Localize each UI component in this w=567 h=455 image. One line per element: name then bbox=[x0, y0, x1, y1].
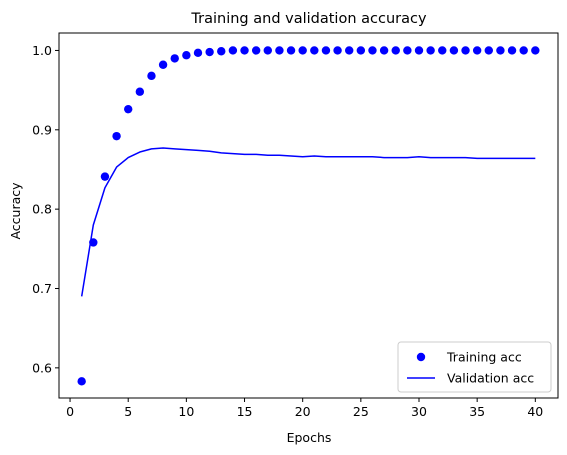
training-acc-point bbox=[472, 46, 482, 55]
y-tick-label: 0.6 bbox=[32, 360, 52, 375]
training-acc-point bbox=[251, 46, 261, 55]
training-acc-point bbox=[426, 46, 435, 55]
legend-marker-swatch bbox=[416, 352, 426, 362]
training-acc-point bbox=[240, 46, 249, 55]
training-acc-point bbox=[449, 46, 459, 55]
training-acc-point bbox=[112, 131, 121, 141]
training-acc-point bbox=[193, 48, 203, 58]
x-tick-label: 40 bbox=[527, 404, 543, 419]
x-tick-label: 30 bbox=[411, 404, 427, 419]
training-acc-point bbox=[217, 47, 226, 56]
training-acc-point bbox=[77, 377, 86, 386]
training-acc-point bbox=[158, 60, 168, 69]
training-acc-point bbox=[461, 46, 470, 55]
training-acc-point bbox=[531, 46, 540, 55]
training-acc-point bbox=[228, 46, 238, 55]
y-axis-ticks: 0.6 0.7 0.8 0.9 1.0 bbox=[32, 43, 59, 375]
training-acc-point bbox=[100, 172, 110, 181]
y-axis-label: Accuracy bbox=[8, 182, 23, 240]
training-acc-point bbox=[414, 46, 424, 55]
y-tick-label: 0.7 bbox=[32, 281, 52, 296]
training-acc-point bbox=[135, 87, 145, 96]
training-acc-point bbox=[333, 46, 342, 55]
training-acc-point bbox=[310, 46, 319, 55]
y-tick-label: 0.9 bbox=[32, 122, 52, 137]
training-acc-point bbox=[379, 46, 389, 55]
training-acc-point bbox=[403, 46, 412, 55]
legend-label: Training acc bbox=[446, 350, 522, 365]
training-acc-point bbox=[507, 46, 517, 55]
x-axis-label: Epochs bbox=[287, 430, 332, 445]
x-axis-ticks: 0 5 10 15 20 25 30 35 40 bbox=[66, 398, 543, 419]
training-acc-point bbox=[368, 46, 377, 55]
training-acc-point bbox=[321, 46, 331, 55]
training-acc-point bbox=[170, 54, 179, 63]
chart-legend: Training acc Validation acc bbox=[397, 341, 552, 393]
training-acc-point bbox=[356, 46, 366, 55]
training-acc-point bbox=[298, 46, 307, 55]
legend-box bbox=[397, 341, 552, 393]
training-acc-point bbox=[345, 46, 354, 55]
training-acc-point bbox=[275, 46, 284, 55]
legend-label: Validation acc bbox=[447, 371, 534, 386]
x-tick-label: 25 bbox=[353, 404, 369, 419]
x-tick-label: 10 bbox=[178, 404, 194, 419]
training-acc-point bbox=[391, 46, 400, 55]
training-acc-point bbox=[263, 46, 272, 55]
training-acc-point bbox=[496, 46, 505, 55]
training-acc-point bbox=[124, 104, 133, 114]
y-tick-label: 1.0 bbox=[32, 43, 52, 58]
x-tick-label: 20 bbox=[295, 404, 311, 419]
training-acc-point bbox=[286, 46, 296, 55]
validation-acc-line bbox=[80, 147, 536, 297]
training-acc-point bbox=[484, 46, 493, 55]
x-tick-label: 0 bbox=[66, 404, 74, 419]
x-tick-label: 35 bbox=[469, 404, 485, 419]
plot-frame bbox=[58, 32, 559, 399]
training-acc-point bbox=[519, 46, 528, 55]
training-acc-point bbox=[205, 47, 214, 57]
chart-title: Training and validation accuracy bbox=[190, 11, 427, 27]
x-tick-label: 5 bbox=[124, 404, 132, 419]
x-tick-label: 15 bbox=[237, 404, 253, 419]
training-acc-point bbox=[438, 46, 447, 55]
y-tick-label: 0.8 bbox=[32, 202, 52, 217]
training-acc-point bbox=[147, 71, 156, 81]
training-acc-point bbox=[182, 51, 191, 60]
plot-area bbox=[77, 46, 540, 386]
